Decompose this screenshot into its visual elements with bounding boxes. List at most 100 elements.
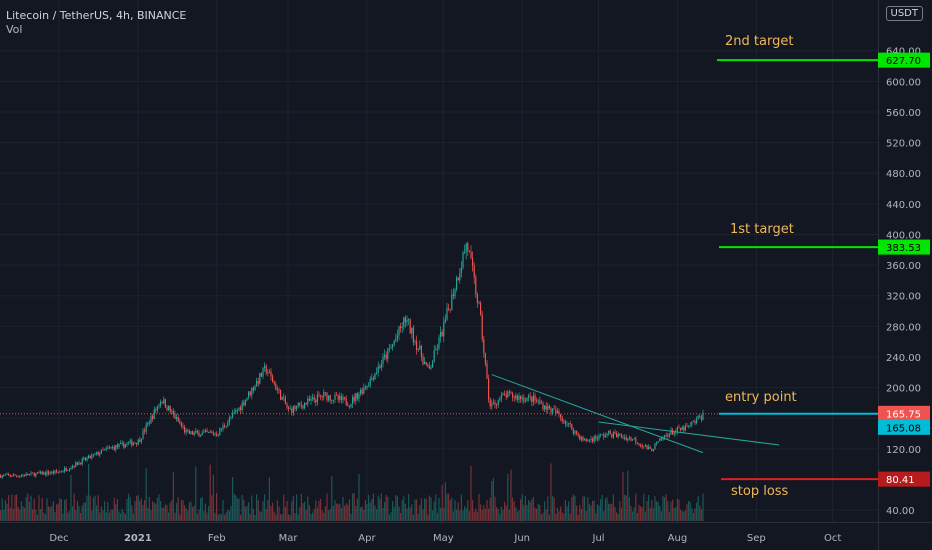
candle [659, 438, 661, 442]
currency-button[interactable]: USDT [885, 6, 923, 21]
x-tick-label: Oct [824, 533, 841, 544]
candle [217, 434, 219, 436]
candle [566, 423, 568, 425]
candle [676, 427, 678, 432]
candle [579, 435, 581, 440]
candle [96, 452, 98, 454]
candle [398, 326, 400, 336]
volume-bar [699, 505, 701, 521]
candle [550, 408, 552, 413]
volume-bar [539, 505, 541, 521]
y-tick-label: 560.00 [886, 108, 921, 119]
volume-bar [182, 500, 184, 521]
candle [497, 400, 499, 405]
volume-bar [148, 497, 150, 521]
volume-bar [360, 507, 362, 521]
volume-bar [150, 509, 152, 521]
volume-bar [268, 477, 270, 521]
symbol-title[interactable]: Litecoin / TetherUS, 4h, BINANCE [6, 9, 187, 22]
volume-bar [412, 514, 414, 521]
candle [38, 472, 40, 474]
volume-bar [536, 508, 538, 521]
candle [145, 424, 147, 432]
candle [512, 393, 514, 398]
volume-bar [468, 510, 470, 521]
volume-bar [675, 507, 677, 521]
volume-bar [475, 508, 477, 521]
volume-bar [601, 495, 603, 521]
candle [310, 398, 312, 401]
candle [627, 438, 629, 441]
volume-bar [531, 499, 533, 521]
candle [132, 443, 134, 446]
volume-bar [60, 499, 62, 521]
volume-bar [169, 502, 171, 521]
candle [176, 417, 178, 420]
candle [60, 471, 62, 473]
candle [555, 409, 557, 414]
volume-bar [579, 504, 581, 521]
candle [230, 417, 232, 419]
candle [208, 431, 210, 433]
volume-bar [4, 499, 6, 521]
candle [16, 475, 18, 477]
first-target-badge-text: 383.53 [886, 243, 921, 254]
first-target-label: 1st target [730, 222, 794, 237]
candle [387, 348, 389, 360]
candle [348, 406, 350, 407]
volume-bar [500, 506, 502, 521]
candle [267, 372, 269, 374]
candle [620, 434, 622, 438]
volume-bar [464, 505, 466, 521]
candle [440, 331, 442, 338]
volume-bar [331, 475, 333, 521]
volume-bar [692, 512, 694, 521]
candle [113, 446, 115, 450]
candle [334, 394, 336, 400]
volume-bar [417, 513, 419, 521]
candle [283, 397, 285, 398]
candle [408, 319, 410, 321]
volume-bar [344, 506, 346, 521]
candle [275, 383, 277, 390]
candle [422, 356, 424, 365]
candle [128, 442, 130, 444]
volume-bar [291, 501, 293, 521]
volume-bar [409, 507, 411, 521]
volume-bar [232, 477, 234, 521]
volume-bar [459, 510, 461, 521]
volume-bar [694, 508, 696, 521]
volume-bar [294, 512, 296, 521]
candle [657, 441, 659, 443]
candle [329, 395, 331, 401]
candle [644, 445, 646, 447]
volume-bar [564, 500, 566, 521]
candle [120, 443, 122, 445]
volume-bar [97, 495, 99, 521]
candle [312, 397, 314, 399]
volume-bar [80, 512, 82, 521]
candle [260, 373, 262, 377]
candle [545, 405, 547, 410]
volume-bar [691, 507, 693, 521]
candle [472, 258, 474, 267]
volume-bar [537, 503, 539, 521]
candle [678, 427, 680, 429]
volume-bar [24, 507, 26, 521]
candle [694, 421, 696, 424]
volume-bar [700, 509, 702, 521]
volume-bar [126, 498, 128, 521]
volume-bar [137, 495, 139, 521]
candle [595, 436, 597, 439]
candle [478, 302, 480, 304]
volume-bar [72, 506, 74, 521]
volume-bar [315, 500, 317, 521]
volume-bar [385, 495, 387, 521]
volume-bar [272, 502, 274, 521]
volume-bar [14, 495, 16, 521]
volume-bar [22, 506, 24, 521]
volume-bar [379, 498, 381, 521]
volume-bar [273, 511, 275, 521]
candle [425, 361, 427, 365]
